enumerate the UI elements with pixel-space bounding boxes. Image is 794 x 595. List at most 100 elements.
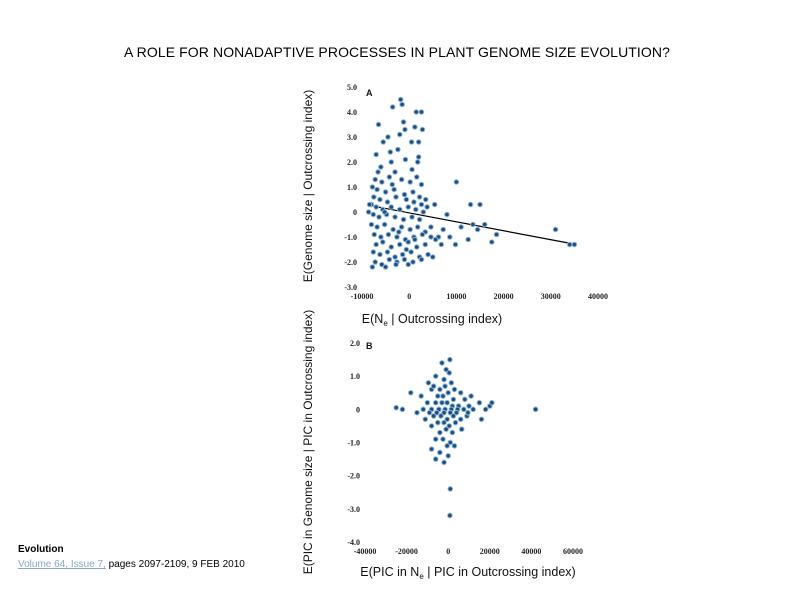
data-point	[441, 409, 447, 416]
chart-panel-a: A E(Genome size | Outcrossing index) -3.…	[301, 83, 608, 328]
data-point	[369, 184, 376, 190]
x-tick-label: 60000	[563, 547, 583, 556]
data-point	[371, 194, 377, 200]
data-point	[414, 159, 421, 165]
x-tick-label: 40000	[521, 547, 541, 556]
data-point	[393, 404, 400, 411]
data-point	[422, 196, 429, 203]
data-point	[450, 396, 457, 403]
data-point	[385, 134, 391, 140]
data-point	[393, 261, 399, 268]
data-point	[396, 241, 403, 248]
data-point	[411, 199, 417, 205]
data-point	[442, 383, 448, 389]
data-point	[446, 370, 453, 376]
data-point	[407, 389, 414, 396]
data-point	[437, 449, 443, 456]
data-point	[407, 226, 413, 233]
data-point	[386, 174, 393, 180]
data-point	[378, 164, 384, 170]
data-point	[408, 139, 415, 145]
data-point	[372, 176, 379, 183]
data-point	[419, 126, 426, 133]
data-point	[398, 176, 405, 183]
y-tick-label: 3.0	[347, 133, 357, 142]
data-point	[398, 224, 405, 230]
data-point	[376, 214, 382, 220]
y-tick-label: 0	[353, 208, 357, 217]
data-point	[370, 249, 377, 255]
data-point	[416, 216, 423, 223]
data-point	[413, 174, 420, 180]
data-point	[384, 199, 391, 205]
data-point	[408, 249, 414, 255]
data-point	[418, 181, 425, 188]
data-point	[444, 443, 450, 449]
data-point	[394, 234, 400, 240]
data-point	[405, 204, 412, 210]
data-point	[375, 121, 382, 128]
y-tick-label: 2.0	[347, 158, 357, 167]
data-point	[426, 409, 433, 416]
data-point	[458, 426, 465, 433]
y-tick-label: -3.0	[344, 283, 357, 292]
data-point	[468, 393, 474, 399]
issue-link[interactable]: Volume 64, Issue 7,	[18, 559, 106, 570]
points-a	[365, 96, 578, 270]
data-point	[392, 214, 398, 220]
y-tick-label: 1.0	[347, 183, 357, 192]
data-point	[437, 429, 443, 436]
journal-name: Evolution	[18, 544, 64, 555]
data-point	[377, 196, 383, 203]
y-axis-label-b: E(PIC in Genome size | PIC in Outcrossin…	[301, 310, 315, 575]
data-point	[447, 356, 453, 363]
data-point	[566, 241, 573, 248]
data-point	[413, 109, 420, 115]
y-tick-label: 4.0	[347, 108, 357, 117]
data-point	[413, 206, 419, 213]
data-point	[418, 393, 424, 399]
data-point	[365, 209, 372, 215]
data-point	[445, 389, 452, 396]
data-point	[445, 452, 452, 459]
data-point	[439, 399, 445, 406]
x-tick-label: -10000	[351, 292, 374, 301]
x-tick-label: 40000	[588, 292, 608, 301]
data-point	[393, 194, 399, 200]
y-tick-label: -4.0	[347, 538, 360, 547]
data-point	[385, 231, 392, 238]
x-tick-label: 20000	[480, 547, 500, 556]
data-point	[424, 399, 431, 406]
data-point	[470, 221, 476, 228]
data-point	[396, 229, 402, 235]
data-point	[384, 249, 391, 255]
panel-letter-b: B	[366, 341, 373, 351]
data-point	[481, 221, 488, 228]
data-point	[432, 373, 439, 379]
data-point	[432, 236, 439, 243]
data-point	[399, 406, 406, 413]
data-point	[407, 179, 413, 185]
data-point	[435, 419, 441, 426]
x-tick-label: 10000	[446, 292, 466, 301]
data-point	[453, 179, 460, 185]
data-point	[477, 201, 483, 208]
data-point	[405, 261, 412, 268]
data-point	[390, 226, 396, 233]
data-point	[482, 406, 489, 413]
panel-letter-a: A	[366, 88, 373, 98]
data-point	[391, 186, 397, 193]
data-point	[443, 366, 449, 373]
x-tick-label: 0	[446, 547, 450, 556]
data-point	[432, 436, 439, 442]
data-point	[410, 189, 416, 195]
data-point	[389, 181, 396, 188]
chart-panel-b: B E(PIC in Genome size | PIC in Outcross…	[301, 310, 583, 581]
data-point	[374, 186, 380, 193]
data-point	[420, 406, 427, 413]
data-point	[462, 396, 468, 403]
data-point	[373, 204, 379, 210]
data-point	[405, 239, 412, 245]
data-point	[381, 209, 388, 215]
data-point	[410, 259, 416, 265]
